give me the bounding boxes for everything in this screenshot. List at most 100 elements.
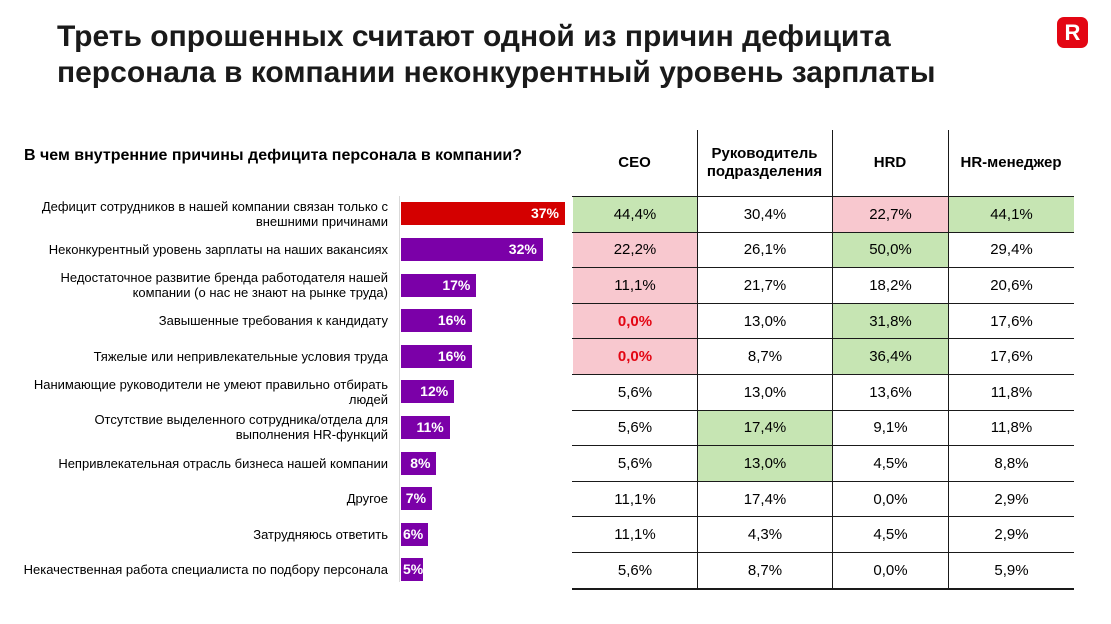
category-label-line: Недостаточное развитие бренда работодате… <box>60 270 389 285</box>
page-title: Треть опрошенных считают одной из причин… <box>57 20 936 89</box>
category-label: Неконкурентный уровень зарплаты на наших… <box>0 242 388 257</box>
bar-axis <box>399 196 400 582</box>
brand-logo-letter: R <box>1064 20 1081 45</box>
category-label: Непривлекательная отрасль бизнеса нашей … <box>0 456 388 471</box>
table-cell: 36,4% <box>833 339 948 374</box>
category-label: Нанимающие руководители не умеют правиль… <box>0 377 388 407</box>
table-cell: 5,6% <box>617 419 653 437</box>
table-cell: 0,0% <box>573 339 697 374</box>
table-row-divider <box>572 231 1074 233</box>
bar <box>401 237 543 261</box>
table-cell: 13,6% <box>869 383 912 401</box>
table-cell: 4,3% <box>747 526 783 544</box>
category-label-line: внешними причинами <box>255 213 388 229</box>
table-cell: 17,6% <box>990 312 1033 330</box>
table-row-divider <box>572 374 1074 375</box>
bar <box>401 309 472 333</box>
table-cell: 18,2% <box>869 276 912 294</box>
bar-value-label: 5% <box>403 561 424 578</box>
table-cell: 11,8% <box>990 419 1033 437</box>
table-cell: 0,0% <box>573 303 697 339</box>
bar <box>401 558 424 582</box>
table-cell: 4,5% <box>873 454 908 472</box>
bar <box>401 344 472 368</box>
table-cell: 44,4% <box>573 197 697 232</box>
table-cell: 17,6% <box>990 348 1033 366</box>
column-header-line: HRD <box>873 154 907 171</box>
bar-value-label: 16% <box>437 347 466 364</box>
table-cell: 8,8% <box>994 454 1029 472</box>
table-cell: 30,4% <box>743 205 787 223</box>
bar-value-label: 37% <box>530 205 559 222</box>
category-label-line: Другое <box>346 491 388 507</box>
table-cell: 2,9% <box>994 490 1029 508</box>
table-column-divider <box>832 130 833 588</box>
table-cell: 2,9% <box>994 526 1029 544</box>
table-cell: 22,7% <box>833 197 948 232</box>
table-cell: 8,7% <box>747 561 783 579</box>
table-cell: 4,5% <box>873 526 908 544</box>
table-cell: 9,1% <box>873 419 908 437</box>
table-cell: 31,8% <box>833 303 948 339</box>
bar <box>401 451 437 475</box>
category-label-line: Непривлекательная отрасль бизнеса нашей … <box>58 455 388 471</box>
table-cell: 13,0% <box>743 312 787 330</box>
category-label: Дефицит сотрудников в нашей компании свя… <box>0 199 388 229</box>
table-cell: 50,0% <box>833 232 948 268</box>
bar-value-label: 32% <box>508 240 537 257</box>
table-row-divider <box>572 196 1074 197</box>
category-label-line: людей <box>348 391 388 407</box>
table-row-divider <box>572 409 1074 411</box>
table-row-divider <box>572 445 1074 447</box>
chart-title: В чем внутренние причины дефицита персон… <box>24 147 523 164</box>
bar <box>401 522 428 546</box>
brand-logo: R <box>1057 17 1088 48</box>
category-label-line: компании (о нас не знают на рынке труда) <box>132 285 388 300</box>
table-cell: 5,6% <box>617 454 653 472</box>
column-header-line: подразделения <box>706 163 823 180</box>
category-label: Завышенные требования к кандидату <box>0 313 388 328</box>
category-label: Затрудняюсь ответить <box>0 527 388 542</box>
bar-value-label: 11% <box>416 418 444 435</box>
table-cell: 13,0% <box>743 383 787 401</box>
category-label: Недостаточное развитие бренда работодате… <box>0 270 389 300</box>
column-header-line: HR-менеджер <box>960 154 1062 171</box>
table-cell: 22,2% <box>573 232 697 268</box>
table-cell: 11,1% <box>573 268 697 303</box>
table-cell: 0,0% <box>873 490 908 508</box>
bar <box>401 273 477 297</box>
table-cell: 11,1% <box>614 526 656 544</box>
category-label-line: Отсутствие выделенного сотрудника/отдела… <box>94 412 388 428</box>
category-label: Тяжелые или непривлекательные условия тр… <box>0 349 388 364</box>
category-label-line: Нанимающие руководители не умеют правиль… <box>33 376 388 392</box>
category-label-line: Дефицит сотрудников в нашей компании свя… <box>41 198 388 214</box>
table-row-divider <box>572 552 1074 553</box>
table-cell: 5,9% <box>994 561 1029 579</box>
table-cell: 29,4% <box>990 241 1033 259</box>
table-cell: 21,7% <box>743 276 787 294</box>
category-label-line: Некачественная работа специалиста по под… <box>23 562 388 578</box>
bar <box>401 487 433 511</box>
category-label: Отсутствие выделенного сотрудника/отдела… <box>0 412 388 442</box>
category-label-line: Неконкурентный уровень зарплаты на наших… <box>48 241 388 257</box>
table-cell: 17,4% <box>743 490 787 508</box>
table-column-divider <box>948 130 949 588</box>
column-header-line: CEO <box>618 154 651 171</box>
table-cell: 13,0% <box>698 446 832 481</box>
bar-value-label: 6% <box>403 525 424 542</box>
table-cell: 5,6% <box>617 561 653 579</box>
category-label-line: Затрудняюсь ответить <box>253 526 388 542</box>
bar <box>401 202 565 226</box>
bar-value-label: 7% <box>405 490 427 507</box>
category-label: Некачественная работа специалиста по под… <box>0 562 388 577</box>
bar <box>401 380 455 404</box>
category-label-line: Завышенные требования к кандидату <box>158 313 388 329</box>
column-header: CEO <box>572 130 697 196</box>
category-label: Другое <box>0 491 388 506</box>
table-cell: 5,6% <box>617 383 653 401</box>
table-row-divider <box>572 480 1074 482</box>
table-cell: 26,1% <box>743 241 787 259</box>
table-column-divider <box>697 130 698 588</box>
table-bottom-border <box>572 587 1074 590</box>
table-cell: 8,7% <box>747 348 783 366</box>
